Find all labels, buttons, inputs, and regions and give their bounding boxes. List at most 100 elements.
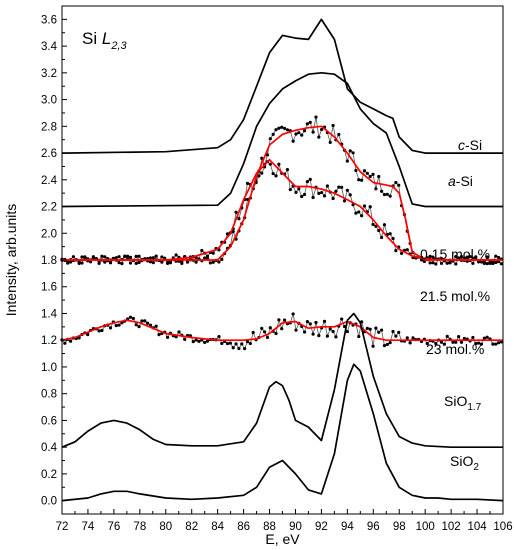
data-point <box>80 261 84 265</box>
series-label: c-Si <box>458 137 482 153</box>
data-point <box>360 178 364 182</box>
data-point <box>351 151 355 155</box>
data-point <box>137 260 141 265</box>
data-point <box>485 262 489 266</box>
data-point <box>282 318 287 322</box>
series-label-italic: a <box>448 173 456 189</box>
data-point <box>265 153 270 157</box>
data-point <box>331 123 335 128</box>
series-line-SiO1.7 <box>61 312 503 449</box>
data-point <box>277 162 281 166</box>
data-point <box>382 193 387 197</box>
data-point <box>357 178 361 182</box>
y-tick-label: 2.2 <box>41 202 57 214</box>
series-label: 23 mol.% <box>426 341 484 357</box>
data-point <box>374 326 378 330</box>
data-point <box>368 205 372 209</box>
axes: 72 74 76 78 80 82 84 86 88 90 92 94 96 98 100 102 104 106… <box>41 5 513 533</box>
data-point <box>334 189 338 193</box>
title-sub: 2,3 <box>110 40 127 52</box>
data-point <box>308 322 312 326</box>
data-point <box>71 255 76 259</box>
data-point <box>294 132 298 136</box>
y-tick-label: 3.2 <box>41 68 57 80</box>
data-point <box>388 232 392 236</box>
data-point <box>374 224 378 228</box>
data-point <box>225 232 230 236</box>
data-point <box>277 126 281 130</box>
data-point <box>320 190 324 195</box>
data-point <box>91 255 95 259</box>
data-point <box>274 128 278 132</box>
data-point <box>63 341 67 345</box>
data-point <box>83 255 87 259</box>
series-label-sub: 1.7 <box>467 402 481 413</box>
data-point <box>177 330 181 334</box>
data-point <box>174 253 178 257</box>
data-point <box>328 327 332 331</box>
series-label: 0.15 mol.% <box>420 246 490 262</box>
data-point <box>388 194 392 198</box>
y-tick-label: 2.0 <box>41 228 57 240</box>
data-point <box>277 318 281 322</box>
data-point <box>217 260 221 264</box>
data-point <box>394 334 398 338</box>
data-point <box>348 149 352 153</box>
data-point <box>245 197 250 202</box>
series-label: 21.5 mol.% <box>420 288 490 304</box>
x-tick-label: 94 <box>341 521 354 533</box>
data-point <box>317 191 321 195</box>
x-tick-label: 102 <box>442 521 461 533</box>
data-point <box>237 346 241 351</box>
data-point <box>137 254 141 258</box>
data-point <box>280 125 284 129</box>
data-point <box>471 261 475 265</box>
data-point <box>268 326 272 330</box>
data-point <box>365 326 369 330</box>
data-point <box>237 217 241 221</box>
data-point <box>205 254 210 258</box>
x-tick-label: 106 <box>493 521 512 533</box>
data-point <box>297 187 301 191</box>
data-point <box>428 254 432 258</box>
data-point <box>434 262 438 266</box>
data-point <box>260 326 264 330</box>
data-point <box>308 177 312 181</box>
data-point <box>108 326 113 330</box>
data-point <box>494 260 498 265</box>
data-point <box>462 336 466 341</box>
data-point <box>314 115 318 119</box>
data-point <box>334 335 338 339</box>
data-point <box>194 338 198 342</box>
series-label: SiO1.7 <box>444 393 482 413</box>
data-point <box>168 261 173 265</box>
data-point <box>274 174 278 178</box>
data-point <box>411 336 415 340</box>
data-point <box>474 255 478 259</box>
data-point <box>305 320 310 324</box>
data-point <box>154 324 158 328</box>
x-tick-label: 86 <box>237 521 250 533</box>
data-point <box>385 342 389 347</box>
data-point <box>345 329 349 334</box>
data-point <box>311 332 315 336</box>
x-tick-label: 96 <box>367 521 380 533</box>
data-point <box>479 342 484 346</box>
data-point <box>371 172 375 176</box>
series-label-text: 23 mol.% <box>426 341 484 357</box>
data-point <box>482 336 486 340</box>
data-point <box>263 330 267 334</box>
data-point <box>311 130 315 134</box>
data-point <box>165 261 170 266</box>
data-point <box>86 332 90 337</box>
y-tick-label: 1.8 <box>41 255 57 267</box>
x-tick-label: 92 <box>315 521 328 533</box>
y-tick-label: 3.6 <box>41 14 57 26</box>
data-point <box>385 192 389 196</box>
data-point <box>377 174 381 179</box>
data-point <box>228 341 232 345</box>
data-point <box>200 248 204 253</box>
data-point <box>431 255 435 259</box>
data-point <box>328 140 332 144</box>
